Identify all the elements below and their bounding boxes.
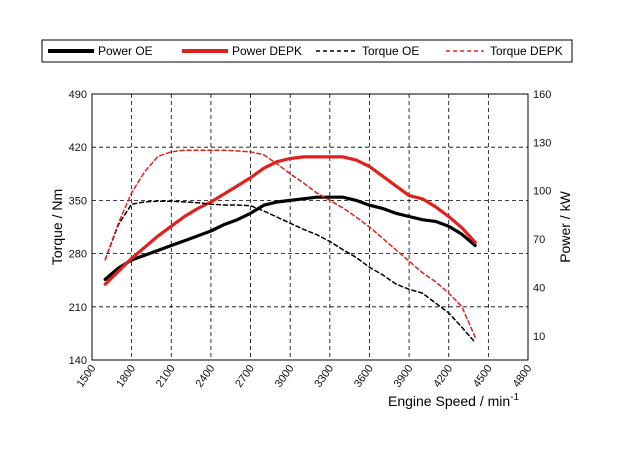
legend-box	[41, 39, 573, 63]
x-tick-4800: 4800	[511, 363, 535, 390]
series-line-power-oe	[103, 195, 477, 281]
x-tick-3900: 3900	[392, 363, 416, 390]
legend-label-torque-depk: Torque DEPK	[490, 44, 563, 58]
y-left-axis-title: Torque / Nm	[49, 189, 65, 265]
x-tick-1800: 1800	[114, 363, 138, 390]
x-axis-title-main: Engine Speed / min	[388, 393, 510, 409]
x-axis-title-sup: -1	[510, 392, 519, 403]
y-left-tick-350: 350	[69, 195, 87, 207]
y-right-axis-title: Power / kW	[557, 190, 573, 262]
y-left-tick-490: 490	[69, 89, 87, 101]
series-lines	[103, 149, 477, 344]
x-tick-3300: 3300	[312, 363, 336, 390]
plot-frame	[91, 93, 529, 361]
y-right-tick-labels: 10 40 70 100 130 160	[533, 89, 551, 343]
y-right-tick-100: 100	[533, 186, 551, 198]
legend: Power OE Power DEPK Torque OE Torque DEP…	[41, 39, 573, 63]
y-left-tick-280: 280	[69, 249, 87, 261]
y-left-tick-labels: 140 210 280 350 420 490	[69, 89, 87, 367]
legend-label-power-depk: Power DEPK	[232, 44, 302, 58]
series-line-torque-depk	[104, 149, 476, 338]
series-line-power-depk	[103, 155, 477, 286]
series-line-torque-oe	[104, 200, 476, 344]
x-tick-2700: 2700	[233, 363, 257, 390]
y-right-tick-10: 10	[533, 331, 545, 343]
x-tick-2400: 2400	[193, 363, 217, 390]
x-tick-4200: 4200	[431, 363, 455, 390]
legend-label-power-oe: Power OE	[98, 44, 153, 58]
x-tick-3000: 3000	[273, 363, 297, 390]
y-right-tick-40: 40	[533, 282, 545, 294]
x-tick-3600: 3600	[352, 363, 376, 390]
x-tick-labels: 1500 1800 2100 2400 2700 3000 3300 3600 3900 4200…	[75, 363, 535, 390]
y-left-tick-140: 140	[69, 355, 87, 367]
x-tick-2100: 2100	[154, 363, 178, 390]
y-right-tick-160: 160	[533, 89, 551, 101]
y-left-tick-210: 210	[69, 302, 87, 314]
y-left-tick-420: 420	[69, 142, 87, 154]
legend-label-torque-oe: Torque OE	[362, 44, 419, 58]
y-right-tick-130: 130	[533, 137, 551, 149]
x-tick-4500: 4500	[471, 363, 495, 390]
x-axis-title: Engine Speed / min-1	[388, 392, 520, 409]
y-right-tick-70: 70	[533, 234, 545, 246]
